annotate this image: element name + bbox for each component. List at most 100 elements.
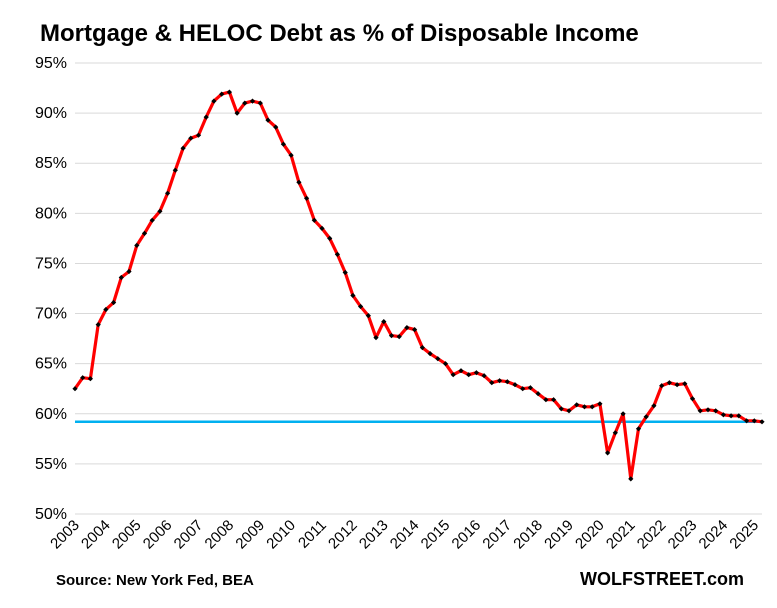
data-point [589,404,595,410]
data-point [257,100,263,106]
x-tick-label: 2010 [263,517,299,553]
x-tick-label: 2019 [541,517,577,553]
x-tick-label: 2024 [696,517,732,553]
data-point [188,135,194,141]
data-point [497,378,503,384]
y-tick-label: 75% [35,255,67,272]
chart-title: Mortgage & HELOC Debt as % of Disposable… [40,20,639,47]
data-point [141,230,148,236]
series-line [73,90,763,481]
data-point [427,351,433,357]
x-tick-label: 2006 [140,517,176,553]
data-point [481,373,487,379]
data-point [651,403,657,409]
data-point [674,382,680,388]
data-point [396,334,402,340]
data-point [450,372,456,378]
x-tick-label: 2005 [109,517,145,553]
data-point [759,419,765,425]
x-tick-label: 2022 [634,517,670,553]
data-point [95,322,101,328]
data-point [458,368,464,374]
gridlines [75,62,762,515]
y-tick-label: 55% [35,456,67,473]
data-point [442,361,449,367]
data-point [134,242,140,248]
x-tick-label: 2016 [449,517,485,553]
data-point [304,195,310,201]
data-point [296,179,302,185]
chart-source: Source: New York Fed, BEA [56,572,254,589]
data-point [705,407,711,413]
data-point [713,408,719,414]
data-point [273,124,279,130]
data-point [103,306,109,313]
data-point [412,327,418,333]
x-tick-label: 2017 [479,517,515,553]
data-point [527,385,533,391]
data-point [234,110,240,116]
data-point [558,406,564,412]
series-layer [73,90,763,481]
data-point [473,370,479,376]
data-point [373,335,379,341]
data-point [535,391,541,397]
x-tick-label: 2018 [510,517,546,553]
data-point [280,141,286,147]
y-tick-label: 65% [35,356,67,373]
data-point [597,401,603,407]
brand-watermark: WOLFSTREET.com [580,569,745,589]
data-point [512,382,518,388]
data-point [659,383,665,389]
x-tick-label: 2025 [726,517,762,553]
data-point [574,402,580,408]
data-point [334,251,340,257]
data-point [249,98,256,104]
data-point [628,476,634,482]
data-point [751,418,757,424]
x-tick-label: 2021 [603,517,639,553]
data-point [635,426,642,432]
data-point [566,408,572,414]
data-point [720,412,726,418]
y-tick-label: 60% [35,406,67,423]
x-tick-label: 2014 [387,517,423,553]
x-tick-label: 2008 [202,517,238,553]
data-point [728,413,734,419]
data-point [211,98,217,104]
data-point [682,381,688,387]
y-tick-label: 70% [35,306,67,323]
data-point [489,380,495,386]
data-point [219,91,225,97]
y-tick-label: 50% [35,506,67,523]
data-point [118,274,124,281]
data-point [327,235,333,241]
data-point [149,217,155,223]
data-point [736,413,742,419]
x-tick-label: 2011 [295,517,330,552]
data-point [404,325,410,331]
data-point [388,333,395,339]
data-point [666,380,672,386]
y-tick-label: 85% [35,155,67,172]
data-point [381,319,387,325]
data-point [226,89,232,95]
data-point [342,269,348,276]
x-tick-label: 2023 [665,517,701,553]
data-point [435,356,441,362]
data-point [288,152,294,158]
data-point [265,117,271,123]
data-point [612,430,618,436]
data-point [543,397,549,403]
x-tick-label: 2015 [418,517,454,553]
x-tick-label: 2020 [572,517,608,553]
data-point [172,167,178,173]
data-point [87,376,93,382]
data-point [365,313,371,319]
data-point [504,379,510,385]
marker-layer [72,89,765,482]
data-point [581,404,588,410]
data-point [126,268,132,275]
data-point [419,345,425,351]
